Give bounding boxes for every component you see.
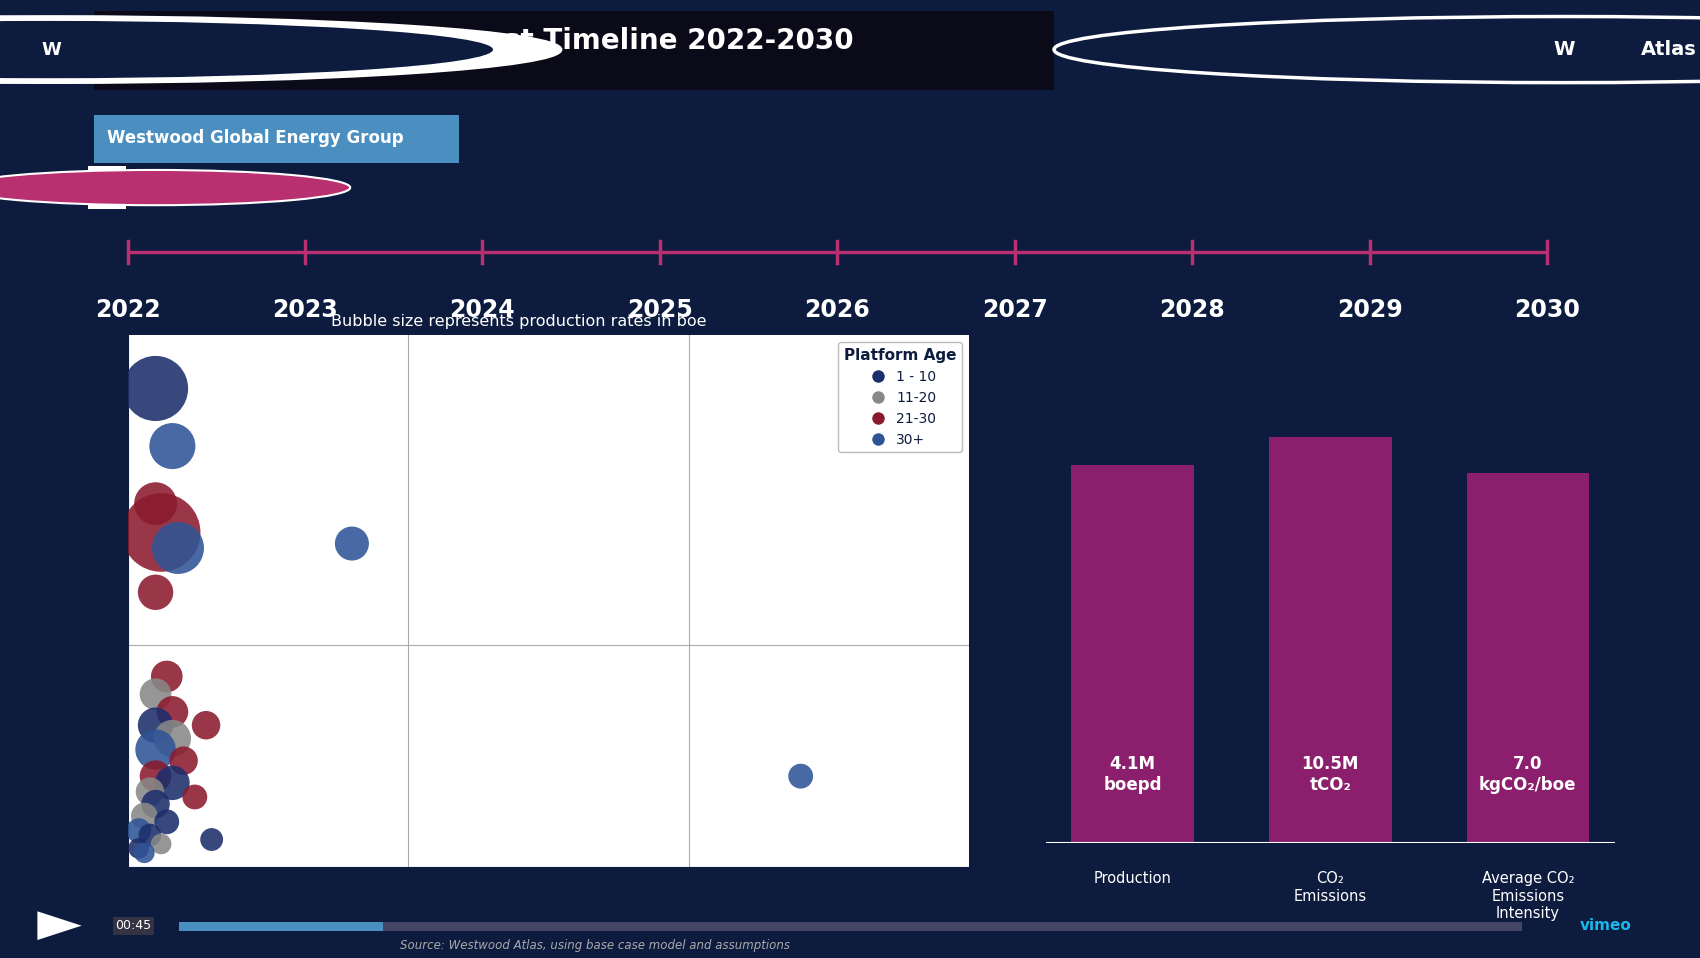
- Text: 2022: 2022: [95, 298, 160, 322]
- Point: [131, 809, 158, 824]
- Text: 2030: 2030: [1515, 298, 1579, 322]
- Point: [141, 496, 170, 512]
- Point: [141, 380, 170, 397]
- Circle shape: [0, 16, 561, 82]
- Point: [136, 828, 163, 843]
- Text: Norway Emissions Forecast Timeline 2022-2030: Norway Emissions Forecast Timeline 2022-…: [107, 27, 853, 55]
- Point: [192, 718, 219, 733]
- Point: [158, 704, 185, 719]
- Point: [153, 669, 180, 684]
- Text: 7.0
kgCO₂/boe: 7.0 kgCO₂/boe: [1479, 756, 1576, 794]
- Point: [158, 775, 185, 790]
- Text: 2029: 2029: [1336, 298, 1402, 322]
- Bar: [178, 922, 382, 931]
- Point: [197, 832, 224, 847]
- Text: 10.5M
tCO₂: 10.5M tCO₂: [1302, 756, 1358, 794]
- Legend: 1 - 10, 11-20, 21-30, 30+: 1 - 10, 11-20, 21-30, 30+: [838, 342, 962, 452]
- Polygon shape: [37, 911, 82, 940]
- X-axis label: CO₂ Emissions Intensity ( kgCO₂/boe): CO₂ Emissions Intensity ( kgCO₂/boe): [362, 901, 734, 919]
- Point: [141, 796, 170, 811]
- Point: [136, 784, 163, 799]
- Text: vimeo: vimeo: [1581, 918, 1632, 933]
- Bar: [88, 166, 126, 209]
- Point: [182, 789, 209, 805]
- Text: W: W: [1554, 40, 1574, 59]
- Point: [170, 753, 197, 768]
- Point: [126, 841, 153, 856]
- Circle shape: [0, 21, 493, 79]
- Text: Production: Production: [1093, 872, 1171, 886]
- Point: [153, 814, 180, 830]
- Text: 2027: 2027: [983, 298, 1047, 322]
- Text: Atlas: Atlas: [1640, 40, 1697, 59]
- Text: CO₂
Emissions: CO₂ Emissions: [1294, 872, 1367, 904]
- Text: W: W: [41, 40, 61, 58]
- Text: 4.1M
boepd: 4.1M boepd: [1103, 756, 1161, 794]
- Bar: [1071, 466, 1193, 843]
- Point: [141, 584, 170, 600]
- Point: [158, 731, 185, 746]
- Point: [131, 845, 158, 860]
- Bar: [1467, 473, 1590, 843]
- Text: 2025: 2025: [627, 298, 692, 322]
- Text: Average CO₂
Emissions
Intensity: Average CO₂ Emissions Intensity: [1481, 872, 1574, 922]
- Point: [141, 687, 170, 702]
- Text: 2024: 2024: [449, 298, 515, 322]
- Point: [158, 439, 185, 454]
- Text: 2028: 2028: [1159, 298, 1226, 322]
- Text: Source: Westwood Atlas, using base case model and assumptions: Source: Westwood Atlas, using base case …: [400, 939, 790, 952]
- Circle shape: [0, 170, 350, 205]
- Point: [141, 768, 170, 784]
- Text: 2023: 2023: [272, 298, 338, 322]
- Text: Bubble size represents production rates in boe: Bubble size represents production rates …: [332, 313, 706, 329]
- FancyBboxPatch shape: [94, 11, 1054, 90]
- Point: [148, 836, 175, 852]
- Point: [126, 823, 153, 838]
- FancyBboxPatch shape: [94, 115, 459, 163]
- Point: [165, 540, 192, 556]
- Point: [148, 525, 175, 540]
- Bar: [178, 922, 1522, 931]
- Point: [141, 718, 170, 733]
- Point: [787, 768, 814, 784]
- Bar: [1268, 437, 1392, 843]
- Text: 2026: 2026: [804, 298, 870, 322]
- Y-axis label: CO₂ Emissions (tCO₂): CO₂ Emissions (tCO₂): [53, 496, 71, 706]
- Text: 00:45: 00:45: [116, 919, 151, 932]
- Point: [338, 536, 366, 551]
- Point: [141, 741, 170, 757]
- Text: Westwood Global Energy Group: Westwood Global Energy Group: [107, 128, 403, 147]
